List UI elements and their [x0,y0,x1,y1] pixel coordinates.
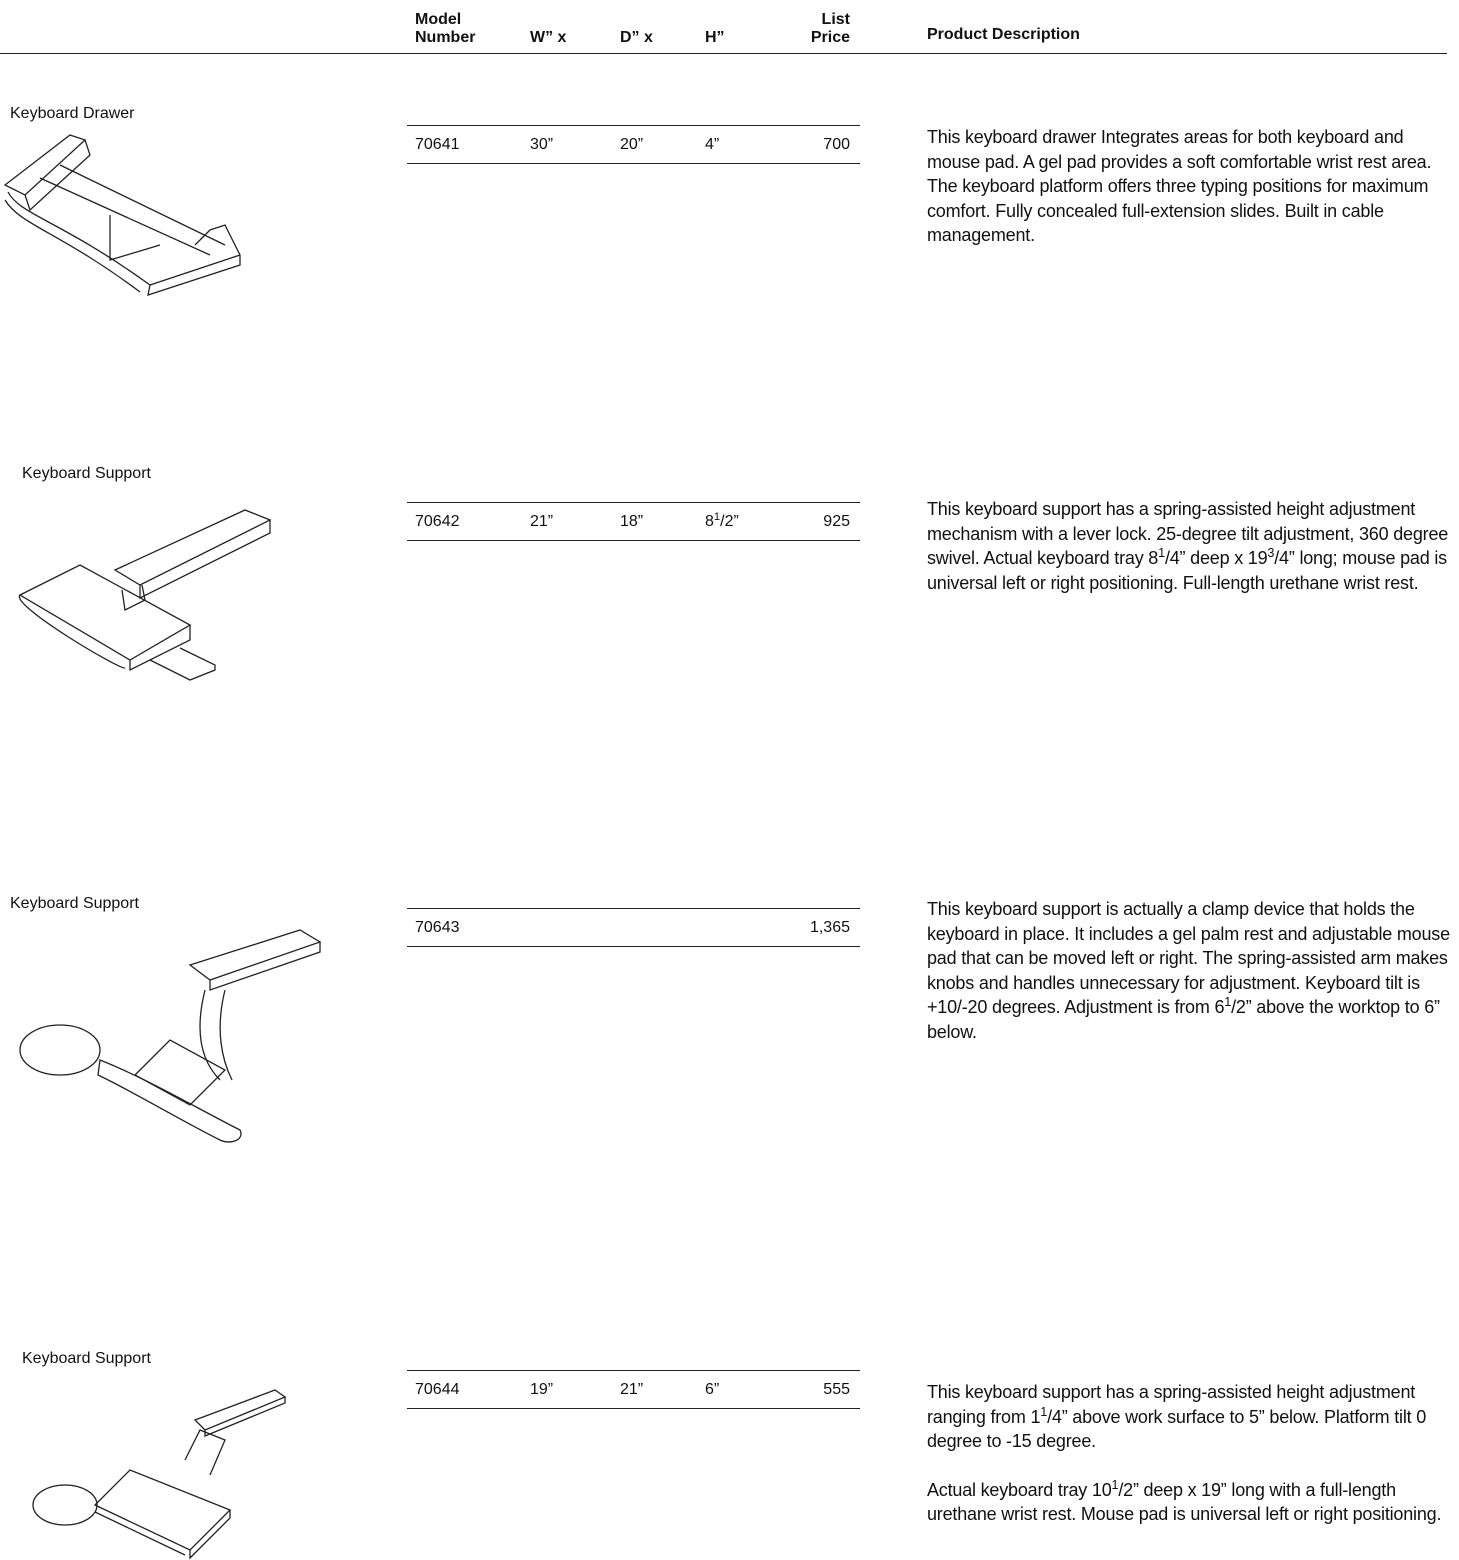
text: 30” [530,136,554,153]
header-line: Price [810,29,850,46]
section-label: Keyboard Support [10,895,139,913]
cell-price: 700 [760,136,850,154]
cell-model: 70644 [415,1381,460,1399]
text: This keyboard drawer Integrates areas fo… [927,127,1432,245]
row-rule [407,1408,860,1409]
row-rule [407,1370,860,1371]
text: 1,365 [809,919,850,936]
text: 19” [530,1381,554,1398]
header-w: W” x [530,29,566,47]
illustrations [3,134,322,1560]
cell-w: 19” [530,1381,553,1399]
cell-h: 6” [705,1381,719,1399]
description: This keyboard support has a spring-assis… [927,497,1452,619]
description-paragraph: This keyboard support has a spring-assis… [927,497,1452,595]
text: H” [705,29,725,46]
row-rule [407,946,860,947]
text: 21” [530,513,554,530]
text: /2” [720,513,739,530]
description-paragraph: Actual keyboard tray 101/2” deep x 19” l… [927,1478,1452,1527]
header-rule [0,53,1447,54]
support-drawing-2 [19,929,322,1143]
cell-model: 70641 [415,136,460,154]
text: 21” [620,1381,644,1398]
description-paragraph: This keyboard support is actually a clam… [927,897,1452,1044]
text: D” x [620,29,653,46]
header-d: D” x [620,29,653,47]
superscript: 1 [1158,546,1165,561]
cell-model: 70642 [415,513,460,531]
header-line: Number [415,29,476,46]
cell-price: 925 [760,513,850,531]
description: This keyboard drawer Integrates areas fo… [927,125,1452,272]
text: Keyboard Drawer [10,105,135,122]
text: 70641 [415,136,460,153]
cell-d: 18” [620,513,643,531]
text: /2” deep x 19” long with a full-length u… [927,1479,1442,1525]
cell-d: 21” [620,1381,643,1399]
row-rule [407,502,860,503]
text: 70643 [415,919,460,936]
row-rule [407,163,860,164]
cell-h: 4” [705,136,719,154]
text: 555 [823,1381,850,1398]
text: Actual keyboard tray 10 [927,1479,1112,1500]
text: /4” deep x 19 [1164,548,1268,568]
superscript: 1 [1224,995,1232,1010]
text: /4” above work surface to 5” below. Plat… [927,1406,1427,1452]
header-h: H” [705,29,725,47]
row-rule [407,908,860,909]
cell-model: 70643 [415,919,460,937]
section-label: Keyboard Drawer [10,105,135,123]
cell-d: 20” [620,136,643,154]
drawer-drawing [3,134,241,296]
header-line: List [821,11,850,28]
row-rule [407,125,860,126]
cell-w: 21” [530,513,553,531]
superscript: 3 [1267,546,1275,561]
text: /4” long; mouse pad is universal left or… [927,548,1447,593]
text: Keyboard Support [22,465,151,482]
text: This keyboard support has a spring-assis… [927,1382,1416,1427]
header-description: Product Description [927,26,1080,44]
support-drawing-3 [32,1389,287,1560]
text: /2” above the worktop to 6” below. [927,997,1440,1042]
cell-price: 555 [760,1381,850,1399]
cell-price: 1,365 [760,919,850,937]
support-drawing-1 [18,509,272,681]
description-paragraph: This keyboard support has a spring-assis… [927,1380,1452,1454]
description: This keyboard support has a spring-assis… [927,1380,1452,1551]
section-label: Keyboard Support [22,1350,151,1368]
header-line: Model [415,11,462,28]
text: 70644 [415,1381,460,1398]
text: 20” [620,136,644,153]
superscript: 1 [1040,1404,1048,1419]
cell-h: 81/2” [705,510,739,531]
text: 70642 [415,513,460,530]
description-paragraph: This keyboard drawer Integrates areas fo… [927,125,1452,248]
text: 4” [705,136,720,153]
text: 925 [823,513,850,530]
superscript: 1 [713,510,721,523]
cell-w: 30” [530,136,553,154]
text: 6” [705,1381,720,1398]
superscript: 1 [1111,1477,1119,1492]
section-label: Keyboard Support [22,465,151,483]
row-rule [407,540,860,541]
header-model: Model Number [415,11,475,47]
text: 700 [823,136,850,153]
text: 8 [705,513,714,530]
text: This keyboard support is actually a clam… [927,899,1450,1017]
description: This keyboard support is actually a clam… [927,897,1452,1068]
text: This keyboard support has a spring-assis… [927,499,1449,568]
header-price: List Price [760,11,850,47]
text: Keyboard Support [10,895,139,912]
text: 18” [620,513,644,530]
text: Keyboard Support [22,1350,151,1367]
text: W” x [530,29,567,46]
text: Product Description [927,26,1080,43]
